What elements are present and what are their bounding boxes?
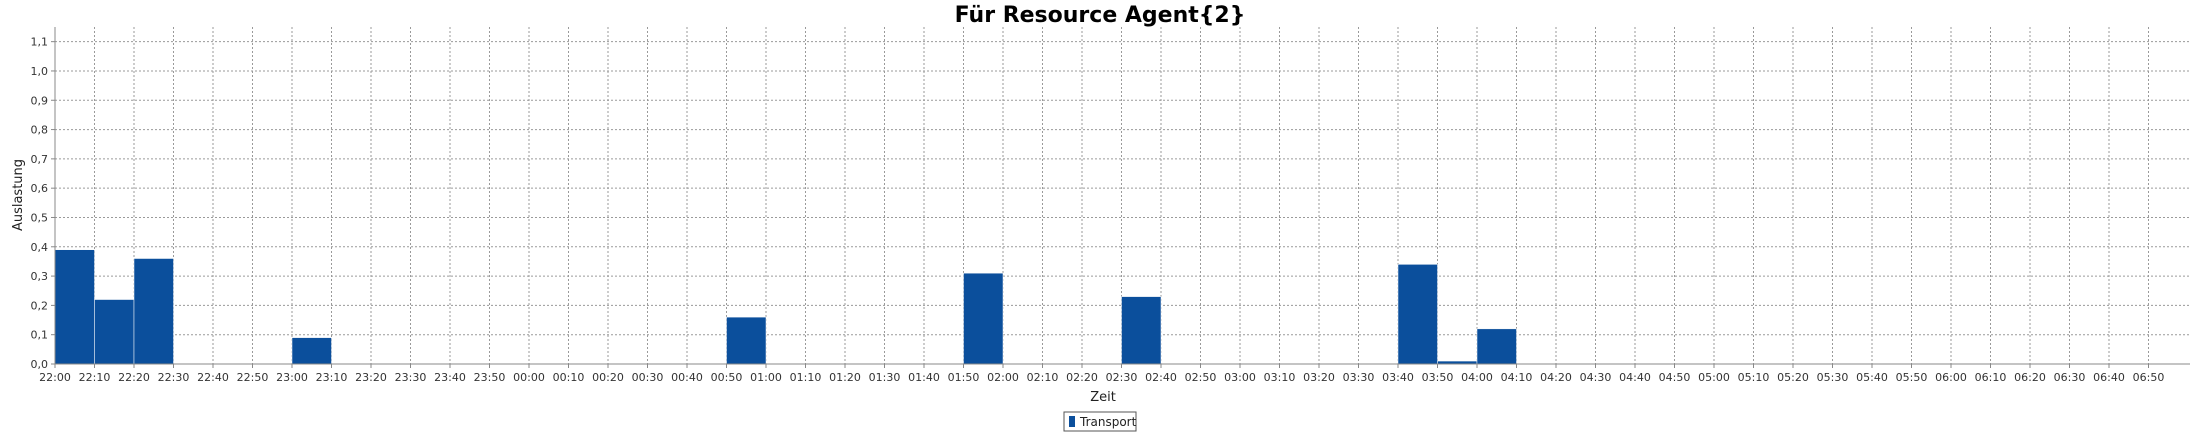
y-tick-label: 0,9 — [31, 94, 49, 107]
x-tick-label: 02:40 — [1145, 371, 1177, 384]
x-tick-label: 02:20 — [1066, 371, 1098, 384]
x-tick-label: 03:30 — [1343, 371, 1375, 384]
x-tick-label: 02:50 — [1185, 371, 1217, 384]
y-tick-label: 0,0 — [31, 358, 49, 371]
x-tick-labels: 22:00 22:10 22:20 22:30 22:40 22:50 23:00 23:10… — [39, 364, 2164, 384]
x-tick-label: 00:20 — [592, 371, 624, 384]
x-tick-label: 05:40 — [1856, 371, 1888, 384]
y-tick-label: 0,3 — [31, 270, 49, 283]
x-tick-label: 22:20 — [118, 371, 150, 384]
x-tick-label: 00:40 — [671, 371, 703, 384]
x-tick-label: 01:40 — [908, 371, 940, 384]
x-tick-label: 23:20 — [355, 371, 387, 384]
x-tick-label: 06:20 — [2014, 371, 2046, 384]
x-tick-label: 04:40 — [1619, 371, 1651, 384]
x-tick-label: 05:00 — [1698, 371, 1730, 384]
chart-title: Für Resource Agent{2} — [955, 3, 1246, 28]
x-tick-label: 04:50 — [1659, 371, 1691, 384]
x-tick-label: 04:10 — [1501, 371, 1533, 384]
legend: Transport — [1063, 411, 1137, 432]
x-tick-label: 02:00 — [987, 371, 1019, 384]
x-tick-label: 00:30 — [632, 371, 664, 384]
x-tick-label: 03:20 — [1303, 371, 1335, 384]
bar-transport — [133, 258, 174, 365]
x-tick-label: 03:00 — [1224, 371, 1256, 384]
x-tick-label: 01:20 — [829, 371, 861, 384]
x-tick-label: 23:40 — [434, 371, 466, 384]
x-tick-label: 04:00 — [1461, 371, 1493, 384]
bar-transport — [54, 249, 95, 365]
y-tick-labels: 0,0 0,1 0,2 0,3 0,4 0,5 0,6 0,7 0,8 0,9 1,0 1,1 — [31, 36, 55, 371]
bar-transport — [1121, 296, 1162, 365]
y-tick-label: 0,7 — [31, 153, 49, 166]
x-tick-label: 01:00 — [750, 371, 782, 384]
x-tick-label: 05:10 — [1738, 371, 1770, 384]
x-tick-label: 00:50 — [711, 371, 743, 384]
x-tick-label: 02:10 — [1027, 371, 1059, 384]
bar-transport — [291, 337, 332, 365]
bar-transport — [1476, 328, 1517, 365]
x-tick-label: 03:10 — [1264, 371, 1296, 384]
x-tick-label: 03:40 — [1382, 371, 1414, 384]
x-tick-label: 01:30 — [869, 371, 901, 384]
bar-transport — [1397, 264, 1438, 365]
x-tick-label: 04:20 — [1540, 371, 1572, 384]
x-tick-label: 05:20 — [1777, 371, 1809, 384]
x-tick-label: 22:30 — [158, 371, 190, 384]
y-axis-label: Auslastung — [11, 159, 26, 231]
legend-label-transport: Transport — [1079, 415, 1137, 429]
x-tick-label: 06:10 — [1975, 371, 2007, 384]
bar-transport — [963, 272, 1004, 365]
x-tick-label: 22:50 — [237, 371, 269, 384]
x-tick-label: 01:10 — [790, 371, 822, 384]
x-tick-label: 22:10 — [79, 371, 111, 384]
x-tick-label: 23:00 — [276, 371, 308, 384]
x-tick-label: 06:00 — [1935, 371, 1967, 384]
x-tick-label: 05:30 — [1817, 371, 1849, 384]
x-tick-label: 06:40 — [2093, 371, 2125, 384]
x-tick-label: 23:10 — [316, 371, 348, 384]
y-tick-label: 0,8 — [31, 124, 49, 137]
x-tick-label: 06:50 — [2133, 371, 2165, 384]
bar-transport — [94, 299, 135, 365]
y-tick-label: 0,6 — [31, 182, 49, 195]
y-tick-label: 0,2 — [31, 299, 49, 312]
bars — [54, 249, 1517, 365]
x-tick-label: 01:50 — [948, 371, 980, 384]
y-tick-label: 1,0 — [31, 65, 49, 78]
bar-transport — [726, 316, 767, 365]
x-tick-label: 04:30 — [1580, 371, 1612, 384]
x-axis-label: Zeit — [1090, 390, 1116, 405]
x-tick-label: 23:30 — [395, 371, 427, 384]
x-tick-label: 00:00 — [513, 371, 545, 384]
legend-box — [1063, 411, 1137, 432]
x-tick-label: 05:50 — [1896, 371, 1928, 384]
x-tick-label: 06:30 — [2054, 371, 2086, 384]
y-tick-label: 0,4 — [31, 241, 49, 254]
x-tick-label: 03:50 — [1422, 371, 1454, 384]
x-tick-label: 23:50 — [474, 371, 506, 384]
x-tick-label: 22:40 — [197, 371, 229, 384]
legend-swatch-transport — [1069, 416, 1075, 427]
x-tick-label: 02:30 — [1106, 371, 1138, 384]
x-tick-label: 22:00 — [39, 371, 71, 384]
y-tick-label: 0,5 — [31, 211, 49, 224]
y-tick-label: 0,1 — [31, 329, 49, 342]
x-tick-label: 00:10 — [553, 371, 585, 384]
y-tick-label: 1,1 — [31, 36, 49, 49]
